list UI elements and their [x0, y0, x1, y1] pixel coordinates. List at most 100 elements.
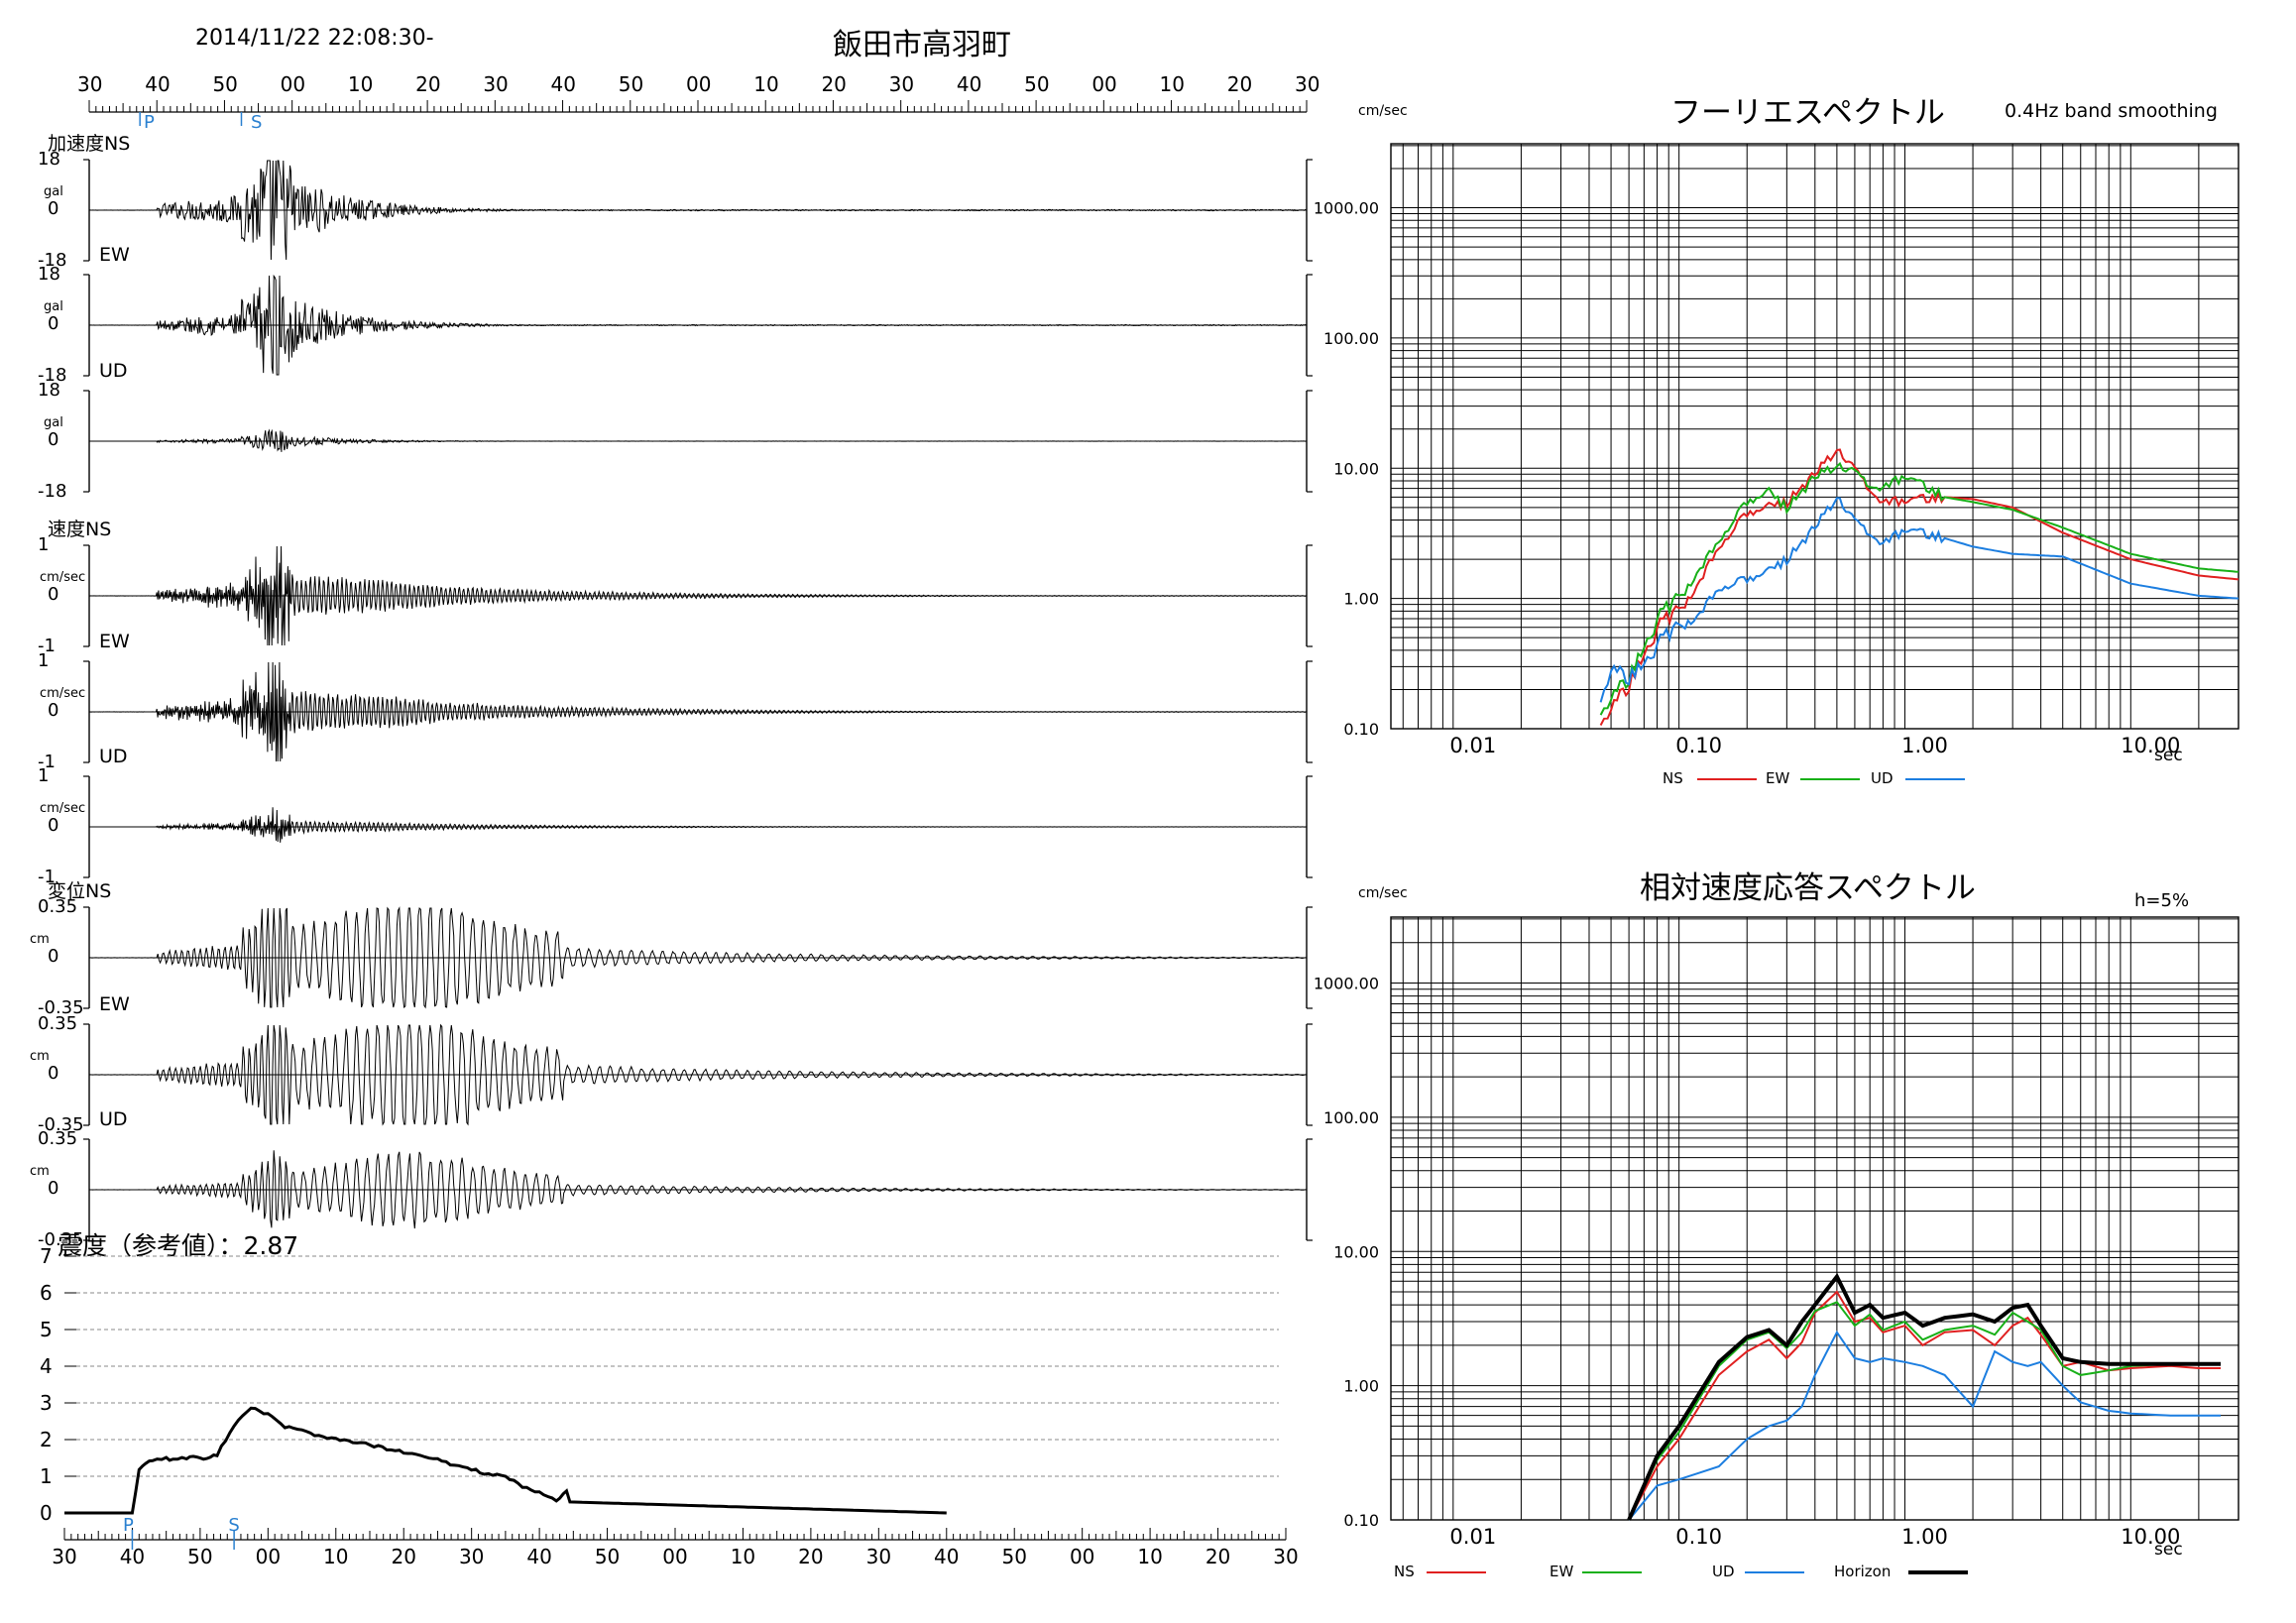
response-damping: h=5%	[2134, 890, 2190, 911]
waveform-trace	[89, 428, 1307, 452]
panel-ymin-label: -0.35	[38, 1114, 84, 1135]
top-time-label: 50	[1024, 72, 1050, 96]
intensity-time-label: 20	[1205, 1545, 1230, 1568]
panel-unit-label: cm/sec	[40, 570, 86, 585]
fourier-y-tick-label: 10.00	[1333, 459, 1379, 478]
panel-component-label: 加速度NS	[48, 133, 131, 155]
top-time-label: 30	[483, 72, 509, 96]
p-arrival-marker: P	[144, 112, 155, 133]
panel-component-label: UD	[99, 360, 128, 382]
intensity-label: 震度（参考値）：2.87	[57, 1231, 299, 1260]
intensity-s-marker: S	[228, 1515, 239, 1536]
panel-component-label: EW	[99, 631, 130, 652]
waveform-panel-8	[83, 1138, 1313, 1241]
intensity-time-label: 20	[391, 1545, 415, 1568]
response-x-tick-label: 1.00	[1901, 1525, 1948, 1549]
intensity-time-label: 30	[1273, 1545, 1298, 1568]
panel-ymax-label: 1	[38, 534, 50, 555]
intensity-time-label: 40	[526, 1545, 551, 1568]
response-x-tick-label: 0.01	[1449, 1525, 1496, 1549]
top-time-label: 50	[212, 72, 238, 96]
panel-ymin-label: -1	[38, 867, 56, 887]
panel-ymax-label: 0.35	[38, 1128, 78, 1149]
response-x-tick-label: 10.00	[2121, 1525, 2180, 1549]
panel-zero-label: 0	[48, 946, 59, 967]
panel-ymax-label: 18	[38, 264, 60, 285]
response-y-tick-label: 1000.00	[1314, 975, 1379, 993]
waveform-panel-3	[83, 544, 1313, 647]
fourier-y-tick-label: 1.00	[1343, 590, 1379, 609]
panel-ymax-label: 1	[38, 650, 50, 671]
intensity-y-label: 0	[40, 1501, 53, 1525]
panel-zero-label: 0	[48, 815, 59, 836]
intensity-time-label: 50	[1001, 1545, 1026, 1568]
response-y-tick-label: 10.00	[1333, 1242, 1379, 1261]
waveform-trace	[89, 906, 1307, 1009]
fourier-y-tick-label: 1000.00	[1314, 199, 1379, 218]
waveform-panel-0	[83, 159, 1313, 262]
panel-ymin-label: -1	[38, 752, 56, 772]
waveform-trace	[88, 160, 1307, 261]
top-time-label: 40	[956, 72, 982, 96]
fourier-legend-label: NS	[1663, 769, 1683, 787]
panel-unit-label: cm	[30, 932, 50, 947]
intensity-time-label: 00	[256, 1545, 281, 1568]
panel-zero-label: 0	[48, 584, 59, 605]
response-legend-label: UD	[1712, 1563, 1735, 1580]
response-title: 相対速度応答スペクトル	[1640, 870, 1976, 906]
panel-zero-label: 0	[48, 1178, 59, 1199]
intensity-time-label: 40	[934, 1545, 959, 1568]
top-time-label: 10	[1159, 72, 1185, 96]
intensity-time-label: 30	[52, 1545, 76, 1568]
fourier-y-unit: cm/sec	[1358, 103, 1408, 119]
panel-unit-label: gal	[44, 415, 63, 430]
waveform-panel-2	[83, 390, 1313, 493]
response-y-tick-label: 0.10	[1343, 1511, 1379, 1530]
waveform-panel-7	[83, 1023, 1313, 1126]
top-time-label: 30	[888, 72, 915, 96]
top-time-label: 30	[1295, 72, 1320, 96]
intensity-time-label: 10	[1137, 1545, 1162, 1568]
s-arrival-marker: S	[251, 112, 263, 133]
panel-ymin-label: -0.35	[38, 1229, 84, 1250]
intensity-y-label: 7	[40, 1244, 53, 1268]
fourier-x-tick-label: 0.10	[1675, 734, 1722, 757]
top-time-label: 00	[280, 72, 306, 96]
top-time-axis	[88, 100, 1308, 126]
response-y-tick-label: 100.00	[1323, 1108, 1379, 1127]
panel-unit-label: cm	[30, 1164, 50, 1179]
intensity-curve	[64, 1406, 947, 1515]
top-time-label: 20	[415, 72, 441, 96]
top-time-label: 30	[77, 72, 103, 96]
location-title: 飯田市高羽町	[833, 28, 1011, 62]
fourier-legend-label: EW	[1766, 769, 1789, 787]
response-series-ns	[1628, 1290, 2221, 1521]
intensity-time-label: 30	[866, 1545, 891, 1568]
panel-unit-label: gal	[44, 184, 63, 199]
intensity-time-label: 00	[662, 1545, 687, 1568]
panel-ymin-label: -1	[38, 636, 56, 656]
top-time-label: 20	[821, 72, 847, 96]
waveform-panel-4	[83, 660, 1313, 763]
panel-ymax-label: 18	[38, 149, 60, 170]
intensity-y-label: 4	[40, 1354, 53, 1378]
response-series-ew	[1628, 1301, 2221, 1521]
response-y-tick-label: 1.00	[1343, 1377, 1379, 1396]
waveform-panel-1	[83, 274, 1313, 377]
waveform-trace	[89, 1023, 1307, 1126]
fourier-x-tick-label: 1.00	[1901, 734, 1948, 757]
fourier-y-tick-label: 0.10	[1343, 720, 1379, 739]
panel-zero-label: 0	[48, 313, 59, 334]
fourier-subtitle: 0.4Hz band smoothing	[2005, 100, 2218, 122]
top-time-label: 00	[686, 72, 712, 96]
panel-zero-label: 0	[48, 198, 59, 219]
intensity-time-label: 30	[459, 1545, 484, 1568]
waveform-trace	[88, 545, 1308, 646]
panel-zero-label: 0	[48, 429, 59, 450]
top-time-label: 00	[1091, 72, 1117, 96]
waveform-panel-5	[83, 775, 1313, 878]
panel-ymin-label: -18	[38, 481, 67, 502]
fourier-series-ew	[1599, 461, 2239, 716]
